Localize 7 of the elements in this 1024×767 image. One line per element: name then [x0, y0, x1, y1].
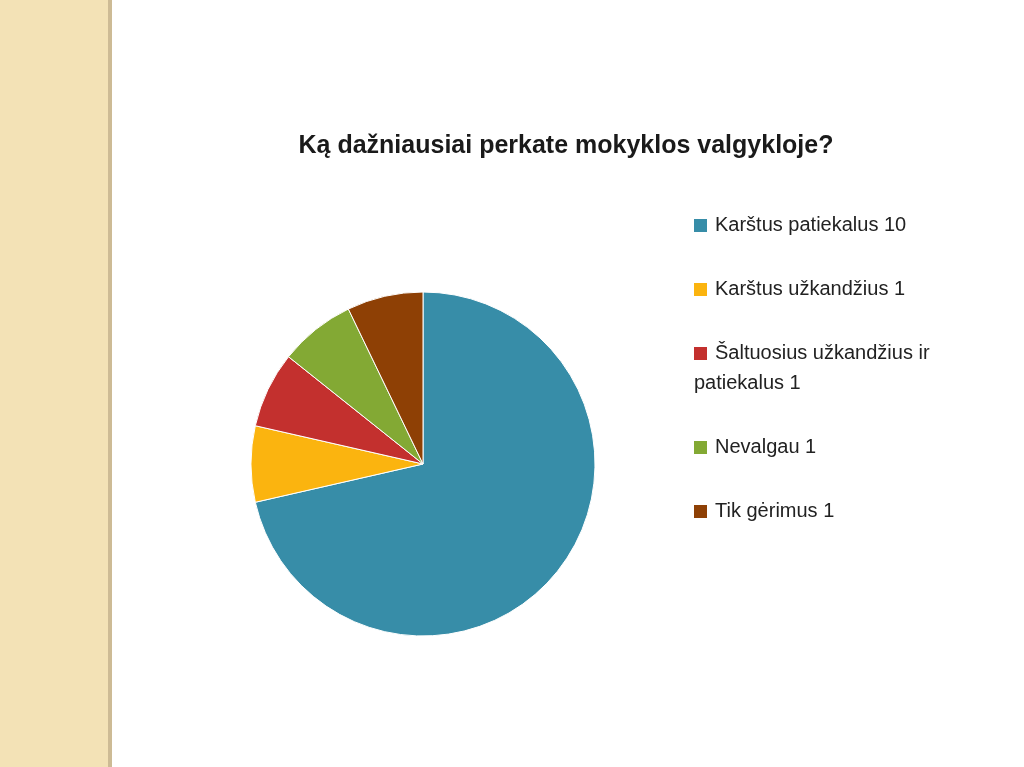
- pie-slice: [254, 291, 596, 637]
- legend-label: Šaltuosius užkandžius ir patiekalus 1: [694, 340, 930, 393]
- legend-label: Karštus patiekalus 10: [715, 212, 907, 235]
- chart-title: Ką dažniausiai perkate mokyklos valgykloje?: [297, 130, 835, 159]
- legend-label: Nevalgau 1: [715, 434, 817, 457]
- legend-label: Tik gėrimus 1: [715, 498, 835, 521]
- legend-label: Karštus užkandžius 1: [715, 276, 906, 299]
